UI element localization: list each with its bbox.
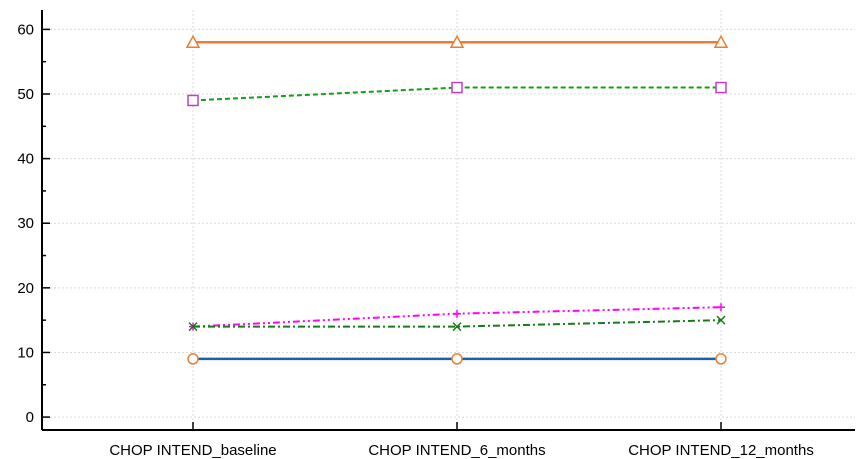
series-0-point-1 (449, 34, 465, 49)
series-3-point-0 (188, 322, 198, 332)
series-2-point-1 (453, 309, 461, 318)
y-tick-label-50: 50 (17, 86, 34, 103)
y-tick-label-10: 10 (17, 344, 34, 361)
series-4-point-1 (451, 353, 463, 365)
y-tick-label-0: 0 (26, 409, 34, 426)
series-1 (187, 81, 727, 107)
series-1-point-2 (715, 81, 727, 94)
series-0 (185, 34, 729, 49)
x-tick-label-1: CHOP INTEND_6_months (368, 442, 545, 459)
x-tick-label-0: CHOP INTEND_baseline (109, 442, 276, 459)
series-0-point-0 (185, 34, 201, 49)
y-tick-label-40: 40 (17, 151, 34, 168)
series-1-point-1 (451, 81, 463, 94)
series-4 (187, 353, 727, 365)
x-tick-label-2: CHOP INTEND_12_months (628, 442, 814, 459)
y-tick-label-20: 20 (17, 280, 34, 297)
y-tick-label-30: 30 (17, 215, 34, 232)
series-3-line (193, 319, 722, 328)
series-layer (185, 34, 729, 365)
series-3-point-2 (716, 315, 726, 325)
series-1-point-0 (187, 94, 199, 107)
series-3-point-1 (452, 322, 462, 332)
series-2-point-2 (717, 303, 725, 312)
series-3 (188, 315, 726, 332)
grid-layer (42, 10, 855, 430)
series-4-point-0 (187, 353, 199, 365)
series-0-point-2 (713, 34, 729, 49)
y-tick-label-60: 60 (17, 21, 34, 38)
axis-layer: 0 10 20 30 40 50 60 CHOP INTEND_baseline CHOP IN… (17, 10, 855, 459)
series-4-point-2 (715, 353, 727, 365)
